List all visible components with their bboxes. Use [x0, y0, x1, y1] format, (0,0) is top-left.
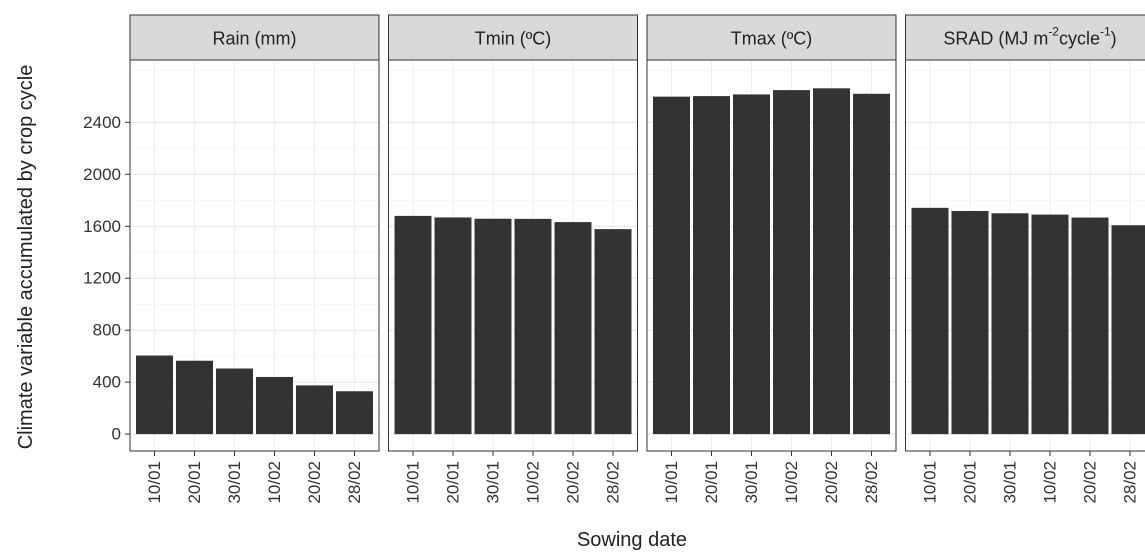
bar [1112, 225, 1145, 434]
x-tick-label: 30/01 [484, 461, 503, 504]
bar [136, 356, 173, 435]
x-tick-label: 20/02 [564, 461, 583, 504]
y-tick-label: 0 [112, 425, 121, 444]
y-tick-label: 2000 [83, 165, 121, 184]
bar [475, 219, 512, 434]
facet-panel: Tmin (ºC) 10/01 20/01 30/01 10/02 20/02 28/02 [389, 15, 638, 504]
x-tick-label: 20/02 [822, 461, 841, 504]
y-tick-label: 400 [93, 373, 121, 392]
bar [595, 229, 632, 434]
bar [733, 94, 770, 434]
x-tick-label: 20/01 [444, 461, 463, 504]
bar [693, 96, 730, 434]
bar [515, 219, 552, 434]
bar [296, 385, 333, 434]
x-tick-label: 10/02 [1041, 461, 1060, 504]
y-tick-label: 1600 [83, 217, 121, 236]
bar [653, 97, 690, 434]
facet-title: Tmin (ºC) [475, 29, 552, 49]
x-tick-label: 28/02 [604, 461, 623, 504]
bar [216, 369, 253, 435]
x-tick-label: 28/02 [345, 461, 364, 504]
bar [773, 90, 810, 434]
x-tick-label: 30/01 [1001, 461, 1020, 504]
bar [992, 213, 1029, 434]
y-tick-label: 2400 [83, 113, 121, 132]
y-tick-label: 800 [93, 321, 121, 340]
y-tick-label: 1200 [83, 269, 121, 288]
x-tick-label: 20/02 [305, 461, 324, 504]
bar [176, 361, 213, 434]
x-tick-label: 30/01 [225, 461, 244, 504]
x-tick-label: 10/02 [524, 461, 543, 504]
facet-title: SRAD (MJ m-2cycle-1) [943, 25, 1116, 49]
facet-panel: Rain (mm) 10/01 20/01 30/01 10/02 20/02 28/02 [130, 15, 379, 504]
x-tick-label: 10/02 [265, 461, 284, 504]
x-tick-label: 10/02 [782, 461, 801, 504]
x-tick-label: 10/01 [662, 461, 681, 504]
facet-panel: Tmax (ºC) 10/01 20/01 30/01 10/02 20/02 28/02 [647, 15, 896, 504]
x-tick-label: 10/01 [404, 461, 423, 504]
facet-title: Tmax (ºC) [731, 29, 813, 49]
x-tick-label: 20/01 [185, 461, 204, 504]
x-tick-label: 10/01 [145, 461, 164, 504]
bar [555, 222, 592, 434]
facet-panel: SRAD (MJ m-2cycle-1) 10/01 20/01 30/01 10/02… [906, 15, 1145, 504]
facet-title: Rain (mm) [213, 29, 297, 49]
bar [912, 208, 949, 434]
bar [853, 94, 890, 434]
x-tick-label: 20/02 [1081, 461, 1100, 504]
y-axis-title: Climate variable accumulated by crop cyc… [15, 65, 37, 450]
x-tick-label: 20/01 [702, 461, 721, 504]
bar [256, 377, 293, 434]
x-tick-label: 20/01 [961, 461, 980, 504]
bar [395, 216, 432, 434]
x-tick-label: 30/01 [742, 461, 761, 504]
bar [1072, 218, 1109, 435]
y-axis: 0 400 800 1200 1600 2000 2400 [83, 113, 130, 444]
bar [952, 211, 989, 434]
bar [336, 391, 373, 434]
bar [813, 88, 850, 434]
x-tick-label: 10/01 [921, 461, 940, 504]
bar [1032, 215, 1069, 435]
x-axis-title: Sowing date [577, 529, 687, 551]
x-tick-label: 28/02 [1121, 461, 1140, 504]
x-tick-label: 28/02 [862, 461, 881, 504]
bar [435, 217, 472, 434]
